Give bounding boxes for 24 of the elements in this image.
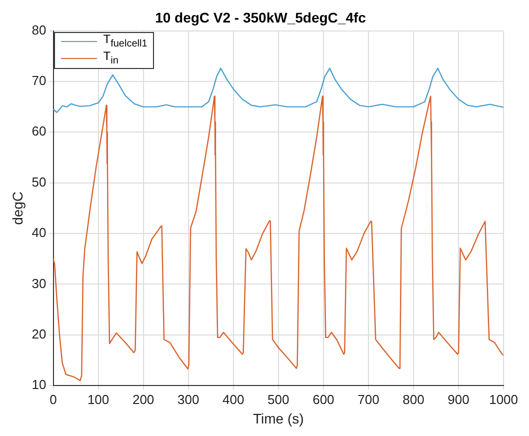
legend-label: T$_{fuelcell1}$ [103, 32, 148, 49]
x-tick-label: 700 [358, 392, 380, 407]
x-tick-label: 1000 [489, 392, 518, 407]
y-axis-title: degC [9, 191, 26, 225]
y-tick-label: 60 [32, 124, 46, 139]
y-tick-label: 80 [32, 22, 46, 38]
y-tick-label: 50 [32, 174, 46, 190]
x-tick-label: 600 [312, 392, 334, 407]
x-tick-label: 0 [50, 392, 57, 407]
x-tick-label: 800 [402, 392, 424, 407]
x-tick-label: 100 [87, 392, 110, 407]
y-tick-label: 10 [32, 377, 46, 392]
y-tick-label: 20 [32, 326, 46, 342]
legend-label: T$_{in}$ [103, 48, 118, 68]
chart-title: 10 degC V2 - 350kW_5degC_4fc [155, 9, 366, 26]
y-tick-label: 30 [32, 276, 46, 291]
x-tick-label: 200 [132, 392, 154, 407]
y-tick-label: 40 [32, 225, 46, 240]
x-axis-title: Time (s) [252, 410, 304, 426]
x-tick-label: 500 [268, 392, 290, 407]
x-tick-label: 300 [177, 392, 200, 407]
y-tick-label: 70 [32, 73, 46, 88]
x-tick-label: 900 [448, 392, 470, 407]
x-tick-label: 400 [222, 392, 244, 407]
